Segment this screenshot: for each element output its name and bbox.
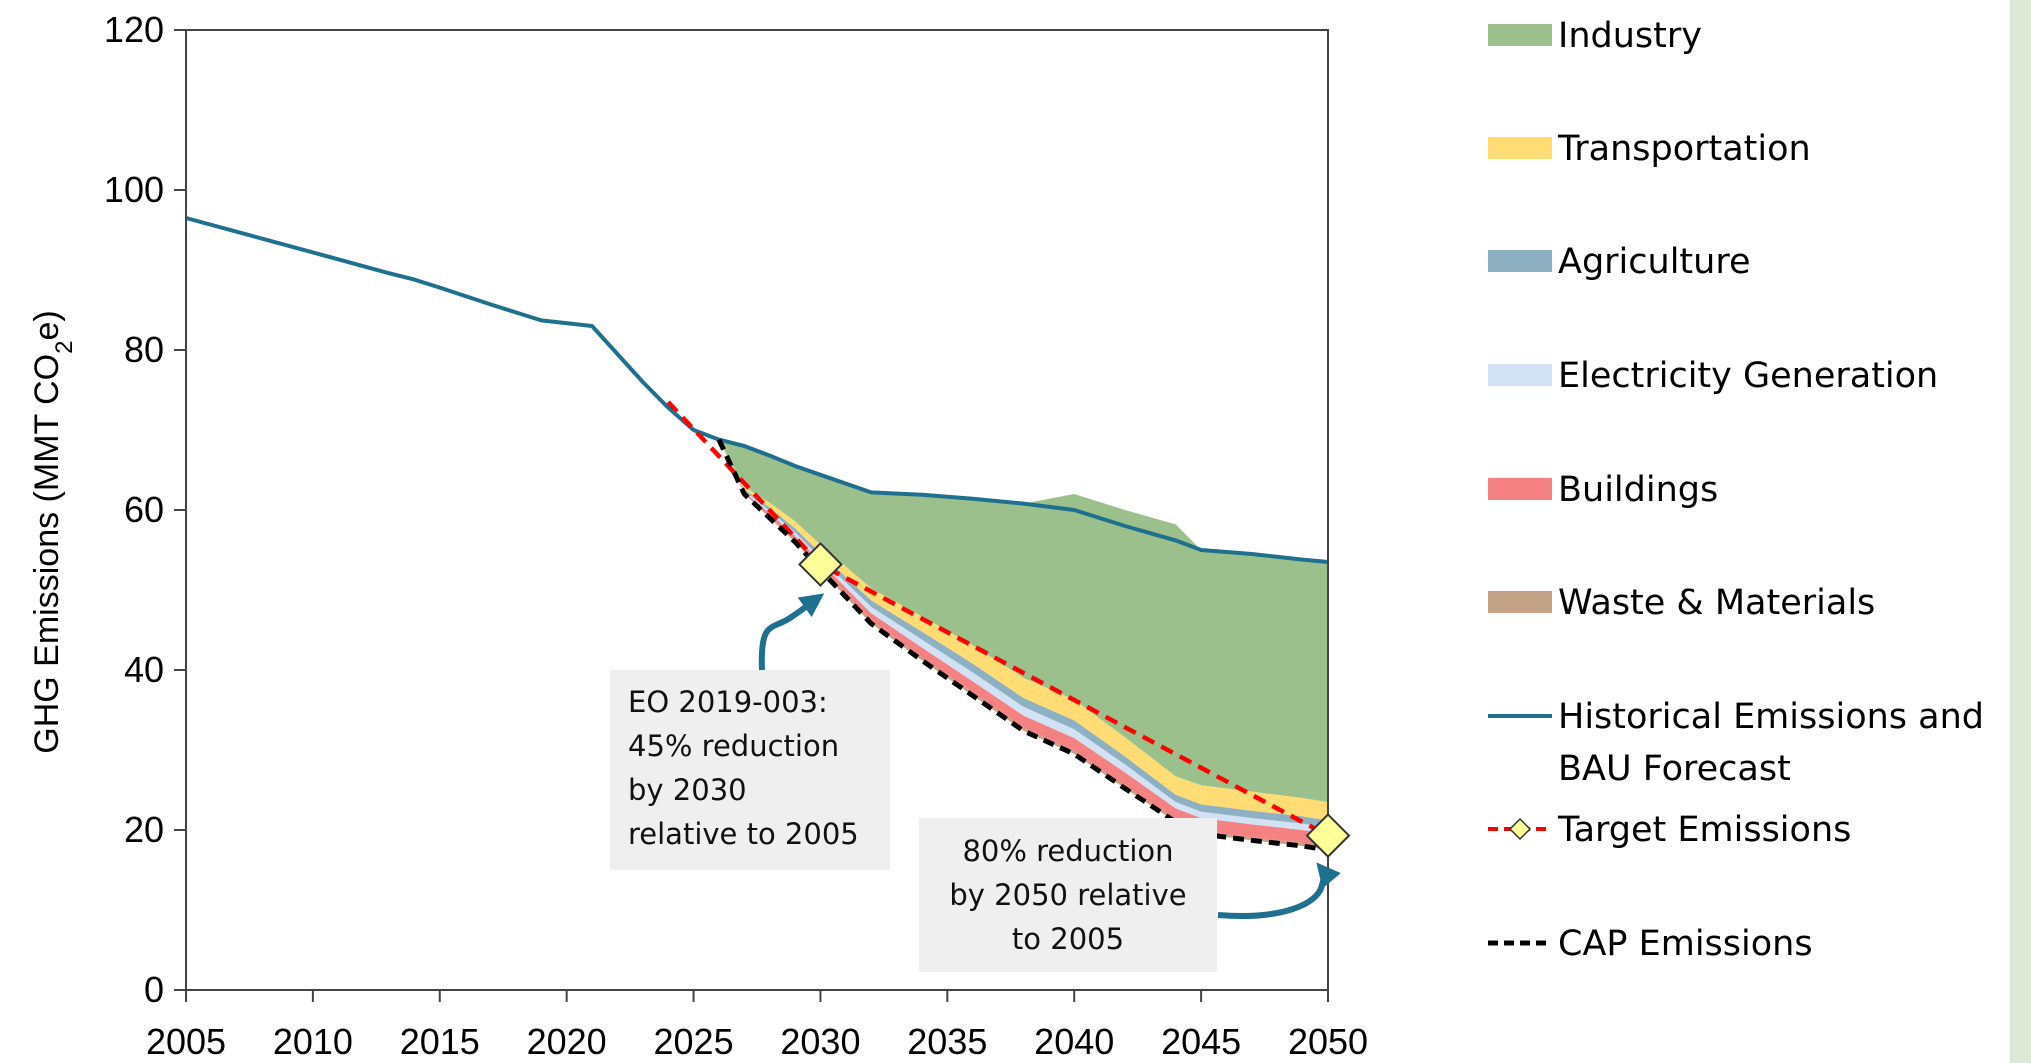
legend-item-cap-emissions: CAP Emissions: [1488, 924, 1813, 964]
legend-label: Buildings: [1558, 470, 1718, 510]
legend-label-line2: BAU Forecast: [1558, 749, 1791, 789]
legend-label: Electricity Generation: [1558, 356, 1938, 396]
legend-label: Waste & Materials: [1558, 583, 1875, 623]
legend-label: CAP Emissions: [1558, 924, 1813, 964]
x-tick-label: 2030: [780, 1021, 860, 1062]
annotation-box: [919, 818, 1217, 972]
area-industry: [718, 439, 1328, 802]
annotations: EO 2019-003: 45% reduction by 2030 relative…: [610, 593, 1341, 972]
x-tick-label: 2005: [146, 1021, 226, 1062]
legend-marker: [1508, 817, 1532, 841]
y-axis-title-main: GHG Emissions (MMT CO: [28, 354, 66, 754]
x-tick-label: 2040: [1034, 1021, 1114, 1062]
annotation-text: by 2030: [628, 773, 747, 807]
legend-item-agriculture: Agriculture: [1488, 242, 1750, 282]
legend-label: Historical Emissions and: [1558, 697, 1984, 737]
x-tick-label: 2020: [527, 1021, 607, 1062]
legend-item-buildings: Buildings: [1488, 470, 1718, 510]
target-marker: [798, 541, 843, 587]
legend-swatch: [1488, 591, 1552, 613]
legend-swatch: [1488, 250, 1552, 272]
annotation-arrow: [1217, 862, 1341, 919]
legend-label: Industry: [1558, 16, 1702, 56]
legend-label: Target Emissions: [1557, 810, 1851, 850]
annotation-text: relative to 2005: [628, 817, 859, 851]
legend-item-industry: Industry: [1488, 16, 1702, 56]
y-tick-label: 60: [124, 489, 164, 530]
line-cap-emissions: [716, 438, 1329, 853]
legend-label: Agriculture: [1558, 242, 1750, 282]
x-tick-label: 2025: [654, 1021, 734, 1062]
legend-item-transportation: Transportation: [1488, 129, 1811, 169]
legend-swatch: [1488, 24, 1552, 46]
legend-label: Transportation: [1557, 129, 1811, 169]
slide-edge-strip: [2010, 0, 2031, 1063]
annotation-text: 80% reduction: [962, 834, 1173, 868]
legend-item-electricity-generation: Electricity Generation: [1488, 356, 1938, 396]
y-axis-title-end: e): [28, 310, 66, 340]
x-tick-label: 2035: [907, 1021, 987, 1062]
annotation-text: to 2005: [1012, 922, 1124, 956]
annotation-text: 45% reduction: [628, 729, 839, 763]
legend-swatch: [1488, 364, 1552, 386]
y-tick-label: 40: [124, 649, 164, 690]
y-tick-label: 100: [104, 169, 164, 210]
y-axis-title: GHG Emissions (MMT CO2e): [28, 310, 78, 753]
legend-swatch: [1488, 478, 1552, 500]
x-tick-label: 2045: [1161, 1021, 1241, 1062]
annotation-text: EO 2019-003:: [628, 685, 828, 719]
x-tick-label: 2010: [273, 1021, 353, 1062]
line-historical-emissions-and-bau-forecast: [185, 216, 1329, 564]
target-markers: [798, 541, 1351, 859]
y-tick-label: 80: [124, 329, 164, 370]
legend-item-target-emissions: Target Emissions: [1488, 810, 1851, 850]
legend: Industry Transportation Agriculture Electri…: [1488, 16, 1984, 964]
x-tick-label: 2015: [400, 1021, 480, 1062]
legend-item-historical-emissions-and: Historical Emissions and BAU Forecast: [1488, 697, 1984, 789]
annotation-text: by 2050 relative: [949, 878, 1186, 912]
legend-item-waste-and-materials: Waste & Materials: [1488, 583, 1875, 623]
target-marker: [1305, 813, 1351, 859]
annotation-arrow: [758, 593, 825, 671]
y-tick-label: 0: [144, 969, 164, 1010]
annotation-box: [610, 670, 890, 870]
stacked-areas: [718, 439, 1328, 850]
y-tick-label: 120: [104, 9, 164, 50]
y-axis-title-sub: 2: [51, 341, 78, 354]
y-tick-label: 20: [124, 809, 164, 850]
x-tick-label: 2050: [1288, 1021, 1368, 1062]
legend-swatch: [1488, 137, 1552, 159]
